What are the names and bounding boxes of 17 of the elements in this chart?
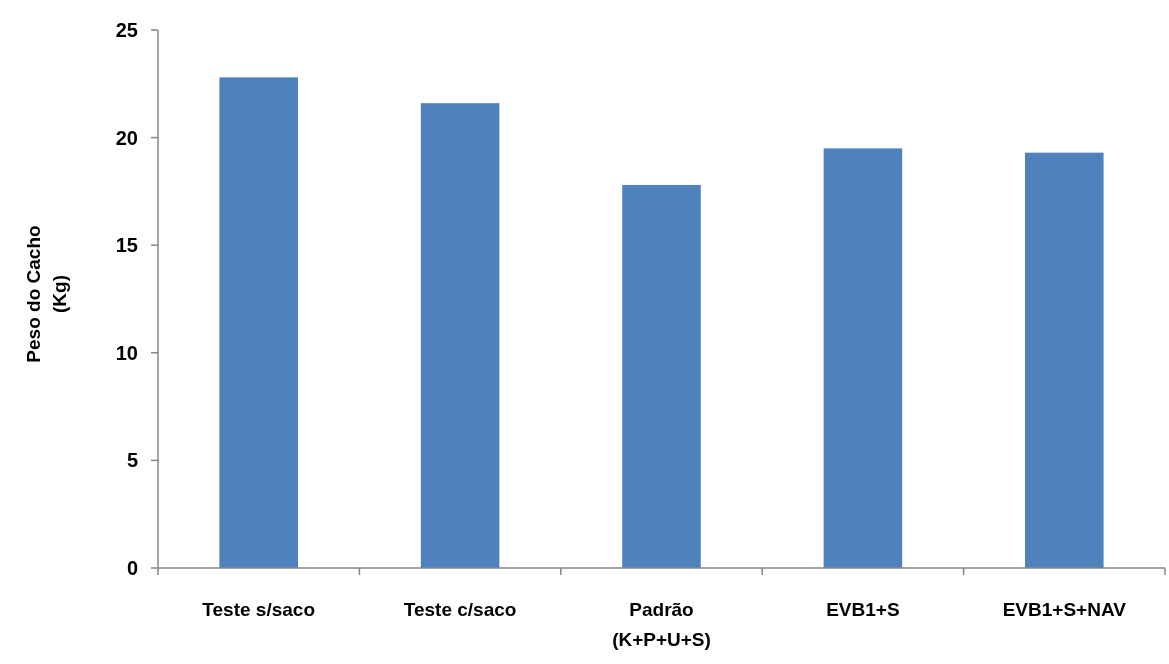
bar xyxy=(622,184,701,568)
x-tick-label: EVB1+S xyxy=(826,599,900,620)
x-tick-label: EVB1+S+NAV xyxy=(1002,599,1127,620)
x-tick-label: Padrão (K+P+U+S) xyxy=(612,599,711,650)
y-tick-label: 10 xyxy=(115,341,138,364)
bar xyxy=(420,103,500,568)
x-tick-label: Teste s/saco xyxy=(202,599,316,620)
y-axis-title: Peso do Cacho (Kg) xyxy=(23,225,70,363)
x-tick-label: Teste c/saco xyxy=(403,599,517,620)
y-tick-label: 0 xyxy=(126,557,138,579)
bar xyxy=(823,148,903,568)
y-tick-label: 20 xyxy=(115,126,138,149)
bar xyxy=(1025,152,1104,568)
y-tick-label: 25 xyxy=(115,19,138,41)
y-tick-label: 15 xyxy=(115,234,138,257)
bar xyxy=(219,77,298,568)
y-tick-label: 5 xyxy=(126,449,138,472)
